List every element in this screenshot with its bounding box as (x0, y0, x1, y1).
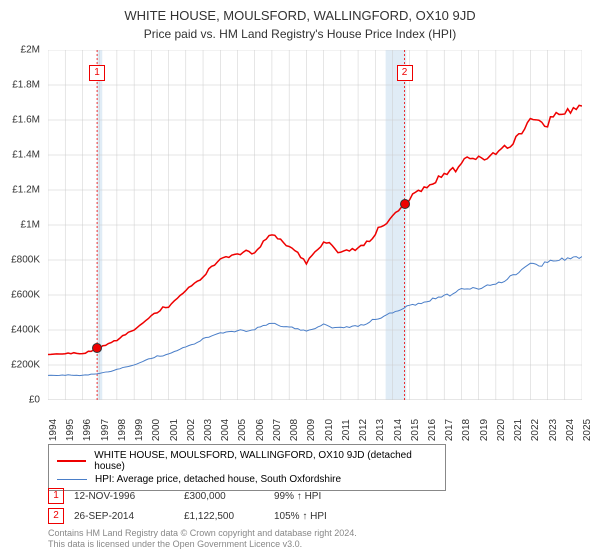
sale-hpi: 99% ↑ HPI (274, 491, 364, 502)
x-tick-label: 1998 (117, 419, 128, 441)
legend-label: HPI: Average price, detached house, Sout… (95, 474, 341, 485)
x-tick-label: 1999 (134, 419, 145, 441)
x-tick-label: 2001 (169, 419, 180, 441)
y-tick-label: £400K (11, 325, 40, 336)
y-axis: £0£200K£400K£600K£800K£1M£1.2M£1.4M£1.6M… (0, 50, 44, 400)
x-tick-label: 2023 (548, 419, 559, 441)
y-tick-label: £2M (21, 45, 40, 56)
chart-title: WHITE HOUSE, MOULSFORD, WALLINGFORD, OX1… (0, 0, 600, 23)
x-tick-label: 2014 (393, 419, 404, 441)
x-tick-label: 2010 (324, 419, 335, 441)
attribution: Contains HM Land Registry data © Crown c… (48, 528, 357, 550)
chart-subtitle: Price paid vs. HM Land Registry's House … (0, 23, 600, 47)
legend-box: WHITE HOUSE, MOULSFORD, WALLINGFORD, OX1… (48, 444, 446, 491)
sale-date: 12-NOV-1996 (74, 491, 184, 502)
sale-marker-num: 2 (48, 508, 64, 524)
x-tick-label: 2012 (358, 419, 369, 441)
legend-swatch (57, 479, 87, 480)
y-tick-label: £1.4M (12, 150, 40, 161)
x-tick-label: 2015 (410, 419, 421, 441)
x-tick-label: 2020 (496, 419, 507, 441)
sale-marker-dot (400, 199, 410, 209)
x-tick-label: 2018 (461, 419, 472, 441)
x-tick-label: 2022 (530, 419, 541, 441)
sale-price: £300,000 (184, 491, 274, 502)
x-tick-label: 2008 (289, 419, 300, 441)
x-tick-label: 2009 (306, 419, 317, 441)
y-tick-label: £600K (11, 290, 40, 301)
sale-marker-dot (92, 343, 102, 353)
chart-container: WHITE HOUSE, MOULSFORD, WALLINGFORD, OX1… (0, 0, 600, 560)
x-tick-label: 1994 (48, 419, 59, 441)
y-tick-label: £1.2M (12, 185, 40, 196)
y-tick-label: £1M (21, 220, 40, 231)
attribution-line1: Contains HM Land Registry data © Crown c… (48, 528, 357, 539)
x-tick-label: 2005 (237, 419, 248, 441)
x-tick-label: 2016 (427, 419, 438, 441)
x-tick-label: 2002 (186, 419, 197, 441)
legend-row: WHITE HOUSE, MOULSFORD, WALLINGFORD, OX1… (57, 449, 437, 473)
x-axis: 1994 1995 1996 1997 1998 1999 2000 2001 2002 2003… (48, 402, 582, 442)
x-tick-label: 1996 (82, 419, 93, 441)
x-tick-label: 2011 (341, 419, 352, 441)
sale-data-row: 2 26-SEP-2014£1,122,500105% ↑ HPI (48, 506, 364, 526)
x-tick-label: 2019 (479, 419, 490, 441)
plot-area: 12 (48, 50, 582, 400)
sale-date: 26-SEP-2014 (74, 511, 184, 522)
x-tick-label: 2007 (272, 419, 283, 441)
plot-svg (48, 50, 582, 400)
y-tick-label: £0 (29, 395, 40, 406)
attribution-line2: This data is licensed under the Open Gov… (48, 539, 357, 550)
y-tick-label: £1.6M (12, 115, 40, 126)
legend-label: WHITE HOUSE, MOULSFORD, WALLINGFORD, OX1… (94, 450, 437, 472)
sales-data: 1 12-NOV-1996£300,00099% ↑ HPI 2 26-SEP-201… (48, 486, 364, 526)
x-tick-label: 2013 (375, 419, 386, 441)
x-tick-label: 2000 (151, 419, 162, 441)
x-tick-label: 2006 (255, 419, 266, 441)
sale-hpi: 105% ↑ HPI (274, 511, 364, 522)
y-tick-label: £800K (11, 255, 40, 266)
x-tick-label: 2017 (444, 419, 455, 441)
x-tick-label: 2004 (220, 419, 231, 441)
sale-marker-num: 1 (48, 488, 64, 504)
x-tick-label: 2025 (582, 419, 593, 441)
sale-marker-label: 2 (397, 65, 413, 81)
x-tick-label: 2024 (565, 419, 576, 441)
x-tick-label: 1997 (100, 419, 111, 441)
legend-row: HPI: Average price, detached house, Sout… (57, 473, 437, 486)
sale-data-row: 1 12-NOV-1996£300,00099% ↑ HPI (48, 486, 364, 506)
y-tick-label: £200K (11, 360, 40, 371)
sale-price: £1,122,500 (184, 511, 274, 522)
x-tick-label: 2003 (203, 419, 214, 441)
sale-marker-label: 1 (89, 65, 105, 81)
x-tick-label: 1995 (65, 419, 76, 441)
legend-swatch (57, 460, 86, 462)
y-tick-label: £1.8M (12, 80, 40, 91)
x-tick-label: 2021 (513, 419, 524, 441)
